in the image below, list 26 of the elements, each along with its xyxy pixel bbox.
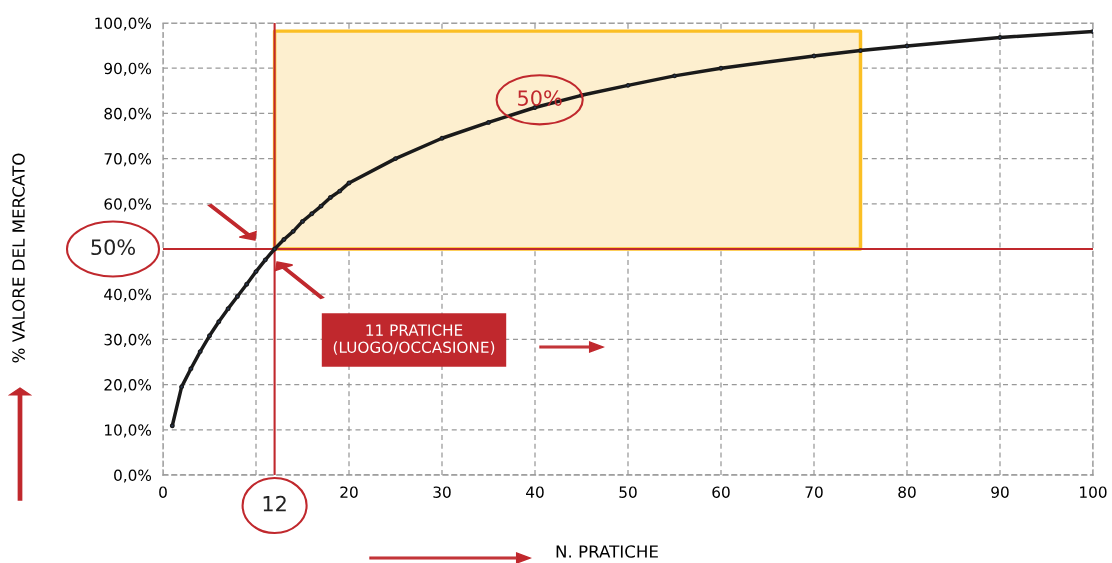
y-tick-label: 20,0% — [104, 379, 152, 393]
x-tick-label: 80 — [898, 486, 916, 498]
band-label: 50% — [518, 90, 562, 106]
y-tick-label: 40,0% — [104, 288, 152, 302]
y-tick-label: 70,0% — [104, 153, 152, 167]
x-tick-label: 40 — [526, 486, 544, 498]
y-tick-label: 80,0% — [104, 107, 152, 121]
x-tick-label: 90 — [991, 486, 1009, 498]
x-tick-label: 70 — [805, 486, 823, 498]
x-tick-label: 0 — [159, 486, 167, 498]
ref-line-label: 12 — [263, 495, 286, 512]
y-tick-label: 100,0% — [95, 17, 152, 31]
y-tick-label: 30,0% — [104, 333, 152, 347]
x-tick-label: 20 — [340, 486, 358, 498]
y-tick-label: 60,0% — [104, 198, 152, 212]
x-tick-label: 50 — [619, 486, 637, 498]
x-axis-title: N. PRATICHE — [556, 545, 658, 558]
y-axis-title: % VALORE DEL MERCATO — [12, 153, 25, 363]
x-tick-label: 100 — [1080, 486, 1107, 498]
annotation: 11 PRATICHE (LUOGO/OCCASIONE) — [333, 324, 495, 355]
x-tick-label: 30 — [433, 486, 451, 498]
y-tick-label: 0,0% — [114, 469, 152, 483]
y-tick-label: 10,0% — [105, 424, 152, 438]
y-tick-label: 90,0% — [104, 62, 152, 76]
x-tick-label: 60 — [712, 486, 730, 498]
ref-line-label: 50% — [91, 239, 135, 256]
